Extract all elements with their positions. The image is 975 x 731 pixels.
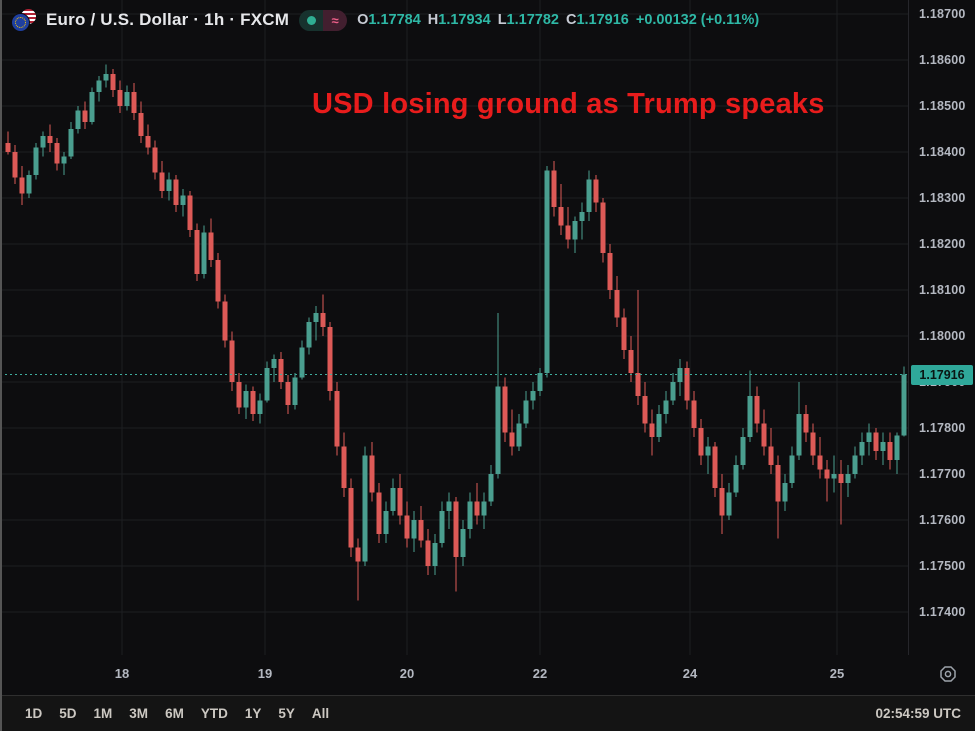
low-value: 1.17782 bbox=[506, 12, 559, 28]
status-dot-segment bbox=[299, 9, 324, 31]
price-axis-label: 1.18600 bbox=[919, 53, 966, 67]
price-axis[interactable]: 1.18700 1.18600 1.18500 1.18400 1.18300 1.182… bbox=[908, 0, 975, 655]
market-status-pill[interactable]: ≈ bbox=[299, 9, 348, 31]
eu-flag-icon bbox=[12, 14, 29, 31]
time-axis-label: 24 bbox=[682, 666, 698, 681]
time-axis-label: 20 bbox=[399, 666, 415, 681]
price-axis-label: 1.18000 bbox=[919, 329, 966, 343]
price-axis-label: 1.18500 bbox=[919, 99, 966, 113]
range-buttons: 1D 5D 1M 3M 6M YTD 1Y 5Y All bbox=[20, 703, 334, 724]
price-axis-label: 1.18100 bbox=[919, 283, 966, 297]
chart-pane[interactable]: Euro / U.S. Dollar · 1h · FXCM ≈ O1.1778… bbox=[0, 0, 908, 655]
candlestick-svg bbox=[0, 0, 908, 655]
range-5y[interactable]: 5Y bbox=[273, 703, 300, 724]
bottom-toolbar: 1D 5D 1M 3M 6M YTD 1Y 5Y All 02:54:59 UTC bbox=[0, 695, 975, 731]
price-axis-label: 1.17600 bbox=[919, 513, 966, 527]
close-label: C bbox=[565, 12, 577, 28]
settings-icon bbox=[940, 666, 956, 682]
price-axis-label: 1.18300 bbox=[919, 191, 966, 205]
settings-button[interactable] bbox=[937, 663, 959, 685]
price-axis-label: 1.18700 bbox=[919, 7, 966, 21]
low-label: L bbox=[497, 12, 507, 28]
close-value: 1.17916 bbox=[576, 12, 629, 28]
range-ytd[interactable]: YTD bbox=[196, 703, 233, 724]
high-label: H bbox=[427, 12, 439, 28]
price-axis-label: 1.17800 bbox=[919, 421, 966, 435]
symbol-title[interactable]: Euro / U.S. Dollar · 1h · FXCM bbox=[46, 10, 290, 29]
range-all[interactable]: All bbox=[307, 703, 334, 724]
eurusd-flags-icon bbox=[12, 9, 36, 31]
time-axis-label: 18 bbox=[114, 666, 130, 681]
time-axis-label: 22 bbox=[532, 666, 548, 681]
price-axis-label: 1.17700 bbox=[919, 467, 966, 481]
change-value: +0.00132 (+0.11%) bbox=[635, 12, 760, 28]
price-axis-label: 1.18200 bbox=[919, 237, 966, 251]
time-axis-label: 25 bbox=[829, 666, 845, 681]
open-value: 1.17784 bbox=[368, 12, 421, 28]
symbol-legend: Euro / U.S. Dollar · 1h · FXCM ≈ O1.1778… bbox=[12, 9, 759, 31]
last-price-tag: 1.17916 bbox=[911, 364, 973, 385]
time-axis-label: 19 bbox=[257, 666, 273, 681]
open-label: O bbox=[357, 12, 369, 28]
status-dot-icon bbox=[306, 15, 316, 25]
high-value: 1.17934 bbox=[438, 12, 491, 28]
approx-icon: ≈ bbox=[323, 9, 348, 31]
range-1y[interactable]: 1Y bbox=[240, 703, 267, 724]
time-axis[interactable]: 18 19 20 22 24 25 bbox=[0, 655, 975, 695]
range-6m[interactable]: 6M bbox=[160, 703, 189, 724]
range-1d[interactable]: 1D bbox=[20, 703, 47, 724]
price-axis-label: 1.17500 bbox=[919, 559, 966, 573]
price-axis-label: 1.18400 bbox=[919, 145, 966, 159]
window-edge bbox=[0, 0, 2, 731]
range-5d[interactable]: 5D bbox=[54, 703, 81, 724]
timezone-clock[interactable]: 02:54:59 UTC bbox=[875, 706, 961, 721]
price-axis-label: 1.17400 bbox=[919, 605, 966, 619]
range-1m[interactable]: 1M bbox=[89, 703, 118, 724]
annotation-text[interactable]: USD losing ground as Trump speaks bbox=[312, 88, 825, 120]
range-3m[interactable]: 3M bbox=[124, 703, 153, 724]
ohlc-readout: O1.17784 H1.17934 L1.17782 C1.17916 +0.0… bbox=[357, 12, 759, 28]
